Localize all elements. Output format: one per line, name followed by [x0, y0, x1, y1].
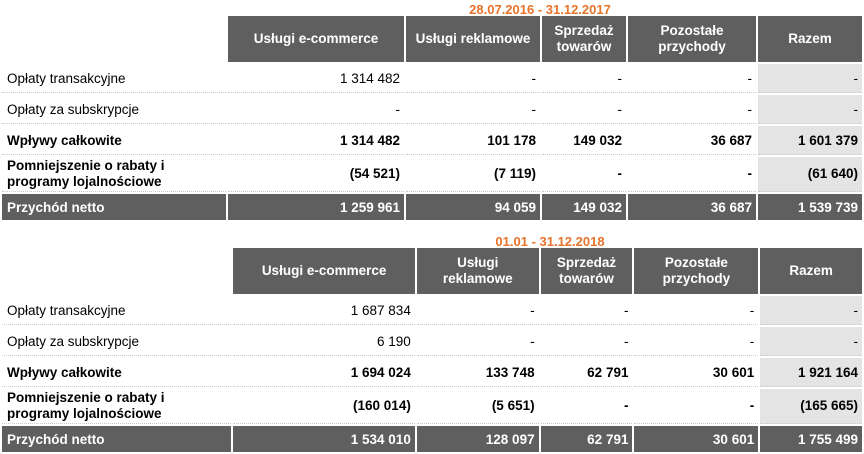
row-label: Opłaty transakcyjne [2, 64, 226, 93]
cell-value: - [540, 327, 633, 356]
header-other: Pozostałe przychody [634, 248, 759, 294]
cell-value: 101 178 [406, 126, 540, 155]
header-total: Razem [758, 16, 862, 62]
table-row: Opłaty transakcyjne 1 687 834 - - - - [2, 296, 862, 325]
header-goods: Sprzedaż towarów [542, 16, 626, 62]
cell-value: - [542, 157, 626, 192]
table-row: Wpływy całkowite 1 694 024 133 748 62 79… [2, 358, 862, 387]
revenue-table-block-2018: 01.01 - 31.12.2018 Usługi e-commerce Usł… [0, 232, 864, 454]
cell-value: 133 748 [416, 358, 539, 387]
net-revenue-row: Przychód netto 1 534 010 128 097 62 791 … [2, 426, 862, 452]
header-row: Usługi e-commerce Usługi reklamowe Sprze… [2, 16, 862, 62]
cell-value: (54 521) [228, 157, 404, 192]
cell-total: 1 601 379 [758, 126, 862, 155]
cell-value: 128 097 [416, 426, 539, 452]
table-row: Pomniejszenie o rabaty i programy lojaln… [2, 389, 862, 424]
cell-value: 1 534 010 [233, 426, 415, 452]
cell-value: 94 059 [406, 194, 540, 220]
header-row: Usługi e-commerce Usługi reklamowe Sprze… [2, 248, 862, 294]
row-label: Opłaty za subskrypcje [2, 327, 232, 356]
cell-value: 1 687 834 [233, 296, 415, 325]
table-row: Pomniejszenie o rabaty i programy lojaln… [2, 157, 862, 192]
revenue-table: Usługi e-commerce Usługi reklamowe Sprze… [0, 14, 864, 222]
cell-value: 149 032 [542, 194, 626, 220]
cell-value: - [628, 64, 756, 93]
row-label: Wpływy całkowite [2, 126, 226, 155]
cell-value: 36 687 [628, 194, 756, 220]
row-label: Pomniejszenie o rabaty i programy lojaln… [2, 157, 226, 192]
cell-value: (160 014) [233, 389, 415, 424]
row-label: Opłaty za subskrypcje [2, 95, 226, 124]
cell-total: 1 755 499 [760, 426, 862, 452]
cell-value: - [634, 296, 759, 325]
row-label: Opłaty transakcyjne [2, 296, 232, 325]
row-label: Pomniejszenie o rabaty i programy lojaln… [2, 389, 232, 424]
period-label: 01.01 - 31.12.2018 [495, 234, 605, 249]
cell-value: - [540, 296, 633, 325]
row-label: Przychód netto [2, 194, 226, 220]
revenue-table-block-2017: 28.07.2016 - 31.12.2017 Usługi e-commerc… [0, 0, 864, 222]
cell-value: 6 190 [233, 327, 415, 356]
cell-value: - [406, 95, 540, 124]
row-label: Wpływy całkowite [2, 358, 232, 387]
cell-value: - [416, 296, 539, 325]
header-goods: Sprzedaż towarów [540, 248, 633, 294]
cell-value: 149 032 [542, 126, 626, 155]
table-row: Opłaty transakcyjne 1 314 482 - - - - [2, 64, 862, 93]
header-total: Razem [760, 248, 862, 294]
cell-value: - [542, 64, 626, 93]
header-advertising: Usługi reklamowe [416, 248, 539, 294]
table-row: Opłaty za subskrypcje 6 190 - - - - [2, 327, 862, 356]
cell-total: - [760, 296, 862, 325]
net-revenue-row: Przychód netto 1 259 961 94 059 149 032 … [2, 194, 862, 220]
cell-total: 1 921 164 [760, 358, 862, 387]
cell-value: - [634, 389, 759, 424]
cell-value: - [540, 389, 633, 424]
cell-value: - [228, 95, 404, 124]
cell-value: 1 314 482 [228, 64, 404, 93]
cell-value: 1 259 961 [228, 194, 404, 220]
cell-value: - [416, 327, 539, 356]
cell-value: - [542, 95, 626, 124]
header-advertising: Usługi reklamowe [406, 16, 540, 62]
cell-value: 62 791 [540, 358, 633, 387]
row-label: Przychód netto [2, 426, 232, 452]
cell-value: 30 601 [634, 358, 759, 387]
table-row: Opłaty za subskrypcje - - - - - [2, 95, 862, 124]
cell-total: - [760, 327, 862, 356]
cell-total: 1 539 739 [758, 194, 862, 220]
header-ecommerce: Usługi e-commerce [233, 248, 415, 294]
cell-value: - [634, 327, 759, 356]
header-other: Pozostałe przychody [628, 16, 756, 62]
cell-value: 30 601 [634, 426, 759, 452]
cell-value: 36 687 [628, 126, 756, 155]
header-blank [2, 16, 226, 62]
cell-value: (7 119) [406, 157, 540, 192]
cell-total: - [758, 95, 862, 124]
header-ecommerce: Usługi e-commerce [228, 16, 404, 62]
header-blank [2, 248, 231, 294]
cell-value: - [406, 64, 540, 93]
table-row: Wpływy całkowite 1 314 482 101 178 149 0… [2, 126, 862, 155]
period-label: 28.07.2016 - 31.12.2017 [469, 2, 611, 17]
revenue-table: Usługi e-commerce Usługi reklamowe Sprze… [0, 246, 864, 454]
cell-value: 1 314 482 [228, 126, 404, 155]
cell-value: (5 651) [416, 389, 539, 424]
cell-total: (165 665) [760, 389, 862, 424]
cell-total: (61 640) [758, 157, 862, 192]
cell-value: 1 694 024 [233, 358, 415, 387]
cell-value: - [628, 95, 756, 124]
cell-value: 62 791 [540, 426, 633, 452]
cell-value: - [628, 157, 756, 192]
cell-total: - [758, 64, 862, 93]
